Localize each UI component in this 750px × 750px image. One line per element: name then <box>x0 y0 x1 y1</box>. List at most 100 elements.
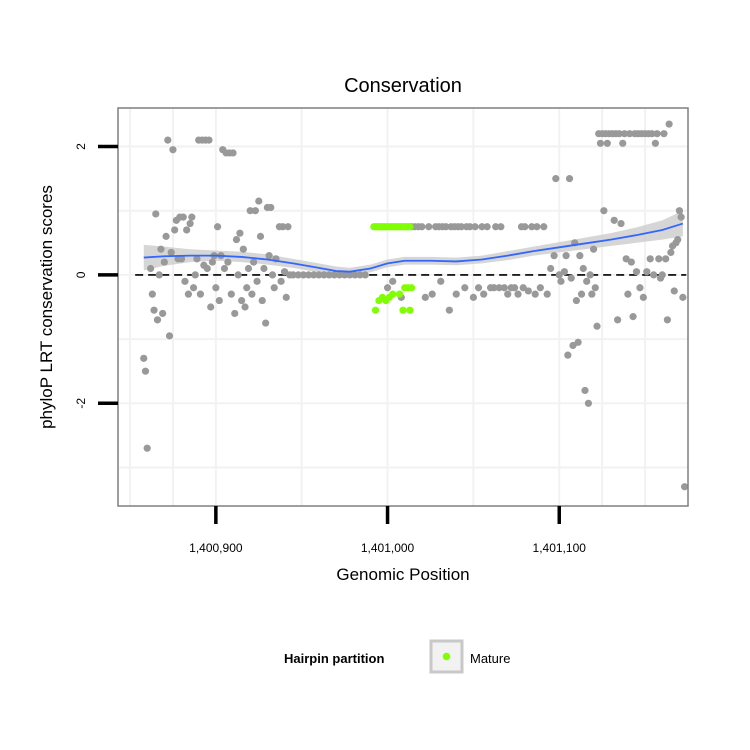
point-other <box>299 271 308 279</box>
x-axis-title: Genomic Position <box>336 565 469 584</box>
point-other <box>680 483 689 491</box>
point-other <box>586 271 594 279</box>
point-other <box>521 223 529 231</box>
point-other <box>643 268 651 276</box>
point-other <box>310 271 318 279</box>
point-mature <box>407 284 416 292</box>
x-tick-label: 1,400,900 <box>189 541 243 555</box>
point-mature <box>406 223 414 231</box>
point-other <box>615 130 623 138</box>
point-other <box>497 223 505 231</box>
point-other <box>143 444 151 452</box>
panel-border <box>117 107 689 507</box>
point-other <box>651 139 659 147</box>
point-other <box>555 271 563 279</box>
point-other <box>445 306 453 314</box>
point-other <box>255 197 263 205</box>
point-other <box>157 245 165 253</box>
point-other <box>564 351 572 359</box>
point-other <box>239 245 247 253</box>
point-other <box>591 284 599 292</box>
point-other <box>238 296 246 305</box>
point-other <box>315 271 323 279</box>
point-other <box>466 223 474 231</box>
point-other <box>147 264 155 273</box>
point-other <box>270 284 278 292</box>
legend-key-mature-point <box>442 652 451 661</box>
point-other <box>567 274 575 282</box>
point-other <box>614 316 622 324</box>
point-other <box>253 277 261 285</box>
point-other <box>500 284 508 292</box>
legend-label-mature: Mature <box>470 651 510 666</box>
point-other <box>265 252 273 260</box>
point-other <box>624 290 632 298</box>
point-other <box>565 175 574 183</box>
point-other <box>547 264 555 273</box>
point-other <box>550 252 558 260</box>
point-other <box>148 290 156 298</box>
point-other <box>495 284 503 292</box>
legend-title: Hairpin partition <box>284 651 384 666</box>
point-other <box>280 268 289 276</box>
point-other <box>250 258 258 266</box>
point-other <box>574 338 582 346</box>
point-other <box>325 271 333 279</box>
point-other <box>483 223 491 231</box>
point-other <box>150 306 158 314</box>
smooth-line <box>143 222 684 273</box>
point-other <box>208 258 217 266</box>
point-other <box>589 245 598 253</box>
point-other <box>418 223 426 231</box>
point-other <box>341 271 349 279</box>
point-other <box>514 290 522 298</box>
point-other <box>560 268 568 276</box>
y-tick-label: 2 <box>74 143 88 150</box>
point-other <box>584 399 593 407</box>
point-other <box>351 271 359 279</box>
point-other <box>636 284 644 292</box>
point-other <box>188 213 196 221</box>
point-mature <box>389 290 397 298</box>
point-other <box>474 284 483 292</box>
point-other <box>213 223 222 231</box>
point-other <box>437 277 445 285</box>
point-other <box>428 290 436 298</box>
point-other <box>650 271 658 279</box>
points-layer <box>140 120 689 491</box>
point-mature <box>399 306 407 314</box>
point-other <box>294 271 302 279</box>
point-other <box>596 139 605 147</box>
point-other <box>540 223 548 231</box>
point-other <box>469 293 477 301</box>
point-other <box>346 271 354 279</box>
point-other <box>552 175 560 183</box>
point-other <box>588 290 596 298</box>
point-other <box>610 216 618 224</box>
point-other <box>510 284 519 292</box>
y-tick-label: -2 <box>74 398 88 409</box>
point-other <box>626 130 634 138</box>
point-other <box>648 130 656 138</box>
point-other <box>655 255 663 263</box>
point-other <box>260 264 268 273</box>
point-other <box>361 271 369 279</box>
point-other <box>153 316 162 324</box>
point-other <box>461 284 469 292</box>
point-other <box>632 268 641 276</box>
point-other <box>679 293 687 301</box>
x-tick-label: 1,401,100 <box>533 541 587 555</box>
point-other <box>576 252 584 260</box>
point-other <box>524 287 532 295</box>
point-other <box>248 290 256 298</box>
point-other <box>425 223 433 231</box>
point-other <box>639 293 647 301</box>
point-other <box>304 271 313 279</box>
point-other <box>533 223 541 231</box>
point-other <box>646 255 654 263</box>
point-other <box>660 130 668 138</box>
y-tick-label: 0 <box>74 271 88 278</box>
point-other <box>246 207 254 215</box>
point-other <box>627 258 635 266</box>
